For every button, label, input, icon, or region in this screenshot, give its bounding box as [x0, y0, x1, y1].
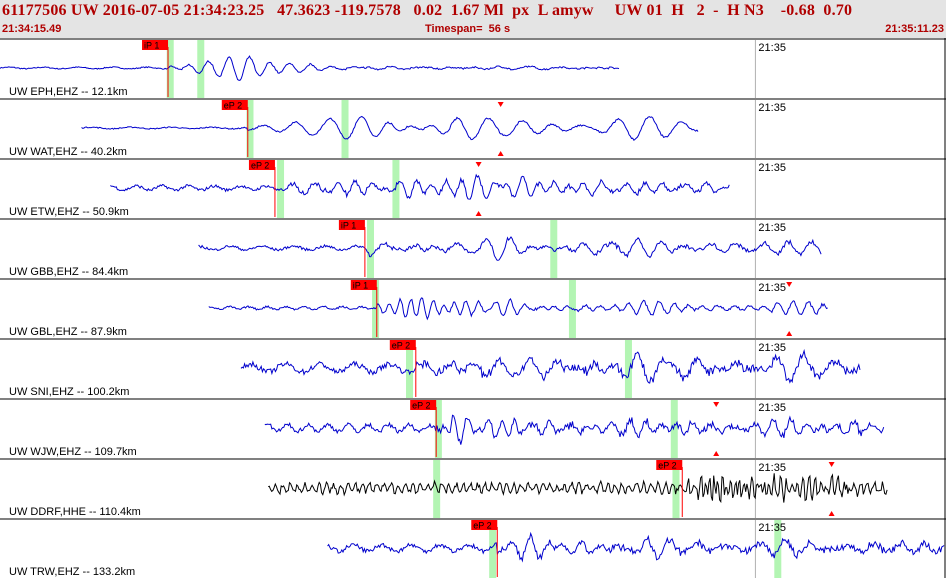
pick-flag — [656, 460, 683, 470]
waveform — [268, 473, 888, 504]
waveform — [81, 115, 699, 141]
pick-flag — [248, 160, 275, 170]
pick-window — [366, 220, 374, 278]
station-label: UW EPH,EHZ -- 12.1km — [9, 86, 128, 98]
station-label: UW GBL,EHZ -- 87.9km — [9, 326, 127, 338]
amp-marker-top — [475, 162, 482, 167]
pick-flag — [338, 220, 365, 230]
station-label: UW GBB,EHZ -- 84.4km — [9, 266, 128, 278]
amp-marker-bottom — [828, 511, 835, 516]
pick-window — [774, 520, 782, 578]
pick-window — [341, 100, 349, 158]
minute-label: 21:35 — [758, 42, 786, 54]
pick-flag — [389, 340, 416, 350]
pick-flag — [350, 280, 377, 290]
pick-window — [550, 220, 558, 278]
pick-window — [670, 400, 678, 458]
event-summary: 61177506 UW 2016-07-05 21:34:23.25 47.36… — [2, 2, 853, 19]
seismogram-panel[interactable]: iP 1 21:35 UW EPH,EHZ -- 12.1km eP 2 21:35 UW… — [0, 38, 946, 580]
waveform — [198, 236, 822, 261]
pick-label: eP 2 — [473, 521, 491, 531]
pick-flag — [221, 100, 248, 110]
trace-row: eP 2 21:35 UW WJW,EHZ -- 109.7km — [0, 398, 946, 458]
amp-marker-top — [828, 462, 835, 467]
pick-window — [197, 40, 205, 98]
timespan-label: Timespan= 56 s — [425, 23, 511, 35]
minute-label: 21:35 — [758, 102, 786, 114]
amp-marker-bottom — [713, 451, 720, 456]
amp-marker-top — [497, 102, 504, 107]
pick-window — [246, 100, 254, 158]
pick-label: eP 2 — [392, 341, 410, 351]
pick-label: eP 2 — [658, 461, 676, 471]
trace-row: iP 1 21:35 UW GBL,EHZ -- 87.9km — [0, 278, 946, 338]
station-label: UW TRW,EHZ -- 133.2km — [9, 566, 135, 578]
waveform — [327, 531, 945, 563]
station-label: UW ETW,EHZ -- 50.9km — [9, 206, 129, 218]
pick-flag — [410, 400, 437, 410]
pick-window — [672, 460, 680, 518]
trace-row: eP 2 21:35 UW DDRF,HHE -- 110.4km — [0, 458, 946, 518]
waveform — [0, 55, 620, 81]
pick-label: eP 2 — [412, 401, 430, 411]
trace-row: iP 1 21:35 UW EPH,EHZ -- 12.1km — [0, 38, 946, 98]
pick-window — [434, 400, 442, 458]
pick-flag — [471, 520, 498, 530]
waveform — [240, 348, 861, 384]
pick-label: iP 1 — [341, 221, 356, 231]
station-label: UW WJW,EHZ -- 109.7km — [9, 446, 137, 458]
amp-marker-bottom — [786, 331, 793, 336]
pick-window — [406, 340, 414, 398]
station-label: UW SNI,EHZ -- 100.2km — [9, 386, 129, 398]
trace-row: iP 1 21:35 UW GBB,EHZ -- 84.4km — [0, 218, 946, 278]
station-label: UW DDRF,HHE -- 110.4km — [9, 506, 141, 518]
minute-label: 21:35 — [758, 342, 786, 354]
pick-label: iP 1 — [353, 281, 368, 291]
header-bar: 61177506 UW 2016-07-05 21:34:23.25 47.36… — [0, 0, 946, 38]
amp-marker-bottom — [475, 211, 482, 216]
amp-marker-top — [786, 282, 793, 287]
trace-row: eP 2 21:35 UW WAT,EHZ -- 40.2km — [0, 98, 946, 158]
minute-label: 21:35 — [758, 522, 786, 534]
pick-label: eP 2 — [224, 101, 242, 111]
pick-window — [624, 340, 632, 398]
pick-label: eP 2 — [251, 161, 269, 171]
pick-window — [166, 40, 174, 98]
waveform — [264, 414, 885, 445]
trace-row: eP 2 21:35 UW TRW,EHZ -- 133.2km — [0, 518, 946, 578]
pick-flag — [142, 40, 169, 50]
minute-label: 21:35 — [758, 462, 786, 474]
amp-marker-top — [713, 402, 720, 407]
trace-row: eP 2 21:35 UW SNI,EHZ -- 100.2km — [0, 338, 946, 398]
waveform — [208, 297, 828, 321]
minute-label: 21:35 — [758, 162, 786, 174]
waveform — [110, 173, 730, 200]
minute-label: 21:35 — [758, 402, 786, 414]
amp-marker-bottom — [497, 151, 504, 156]
minute-label: 21:35 — [758, 282, 786, 294]
pick-label: iP 1 — [144, 41, 159, 51]
minute-label: 21:35 — [758, 222, 786, 234]
station-label: UW WAT,EHZ -- 40.2km — [9, 146, 127, 158]
pick-window — [489, 520, 497, 578]
trace-row: eP 2 21:35 UW ETW,EHZ -- 50.9km — [0, 158, 946, 218]
start-time: 21:34:15.49 — [2, 23, 62, 35]
pick-window — [372, 280, 380, 338]
end-time: 21:35:11.23 — [885, 23, 944, 35]
